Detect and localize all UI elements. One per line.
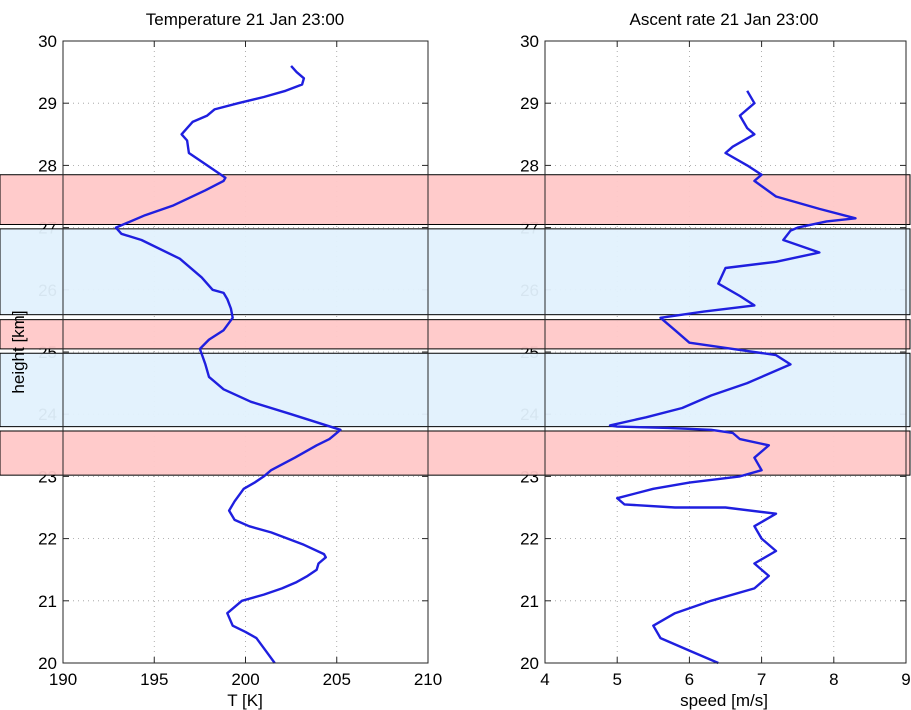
left-x-axis-label: T [K]	[227, 691, 263, 710]
stable-layer-band	[0, 319, 911, 350]
right-y-tick-label: 30	[520, 32, 539, 51]
right-x-tick-label: 9	[901, 670, 910, 689]
left-y-tick-label: 21	[38, 592, 57, 611]
left-y-axis-label: height [km]	[9, 310, 28, 393]
right-y-tick-label: 21	[520, 592, 539, 611]
stable-layer-band	[0, 430, 911, 476]
axes-frames	[62, 40, 907, 664]
left-chart-title: Temperature 21 Jan 23:00	[146, 10, 344, 29]
profiles	[114, 65, 857, 665]
right-series-line	[608, 90, 857, 665]
left-y-tick-label: 20	[38, 654, 57, 673]
stability-bands	[0, 174, 911, 476]
right-x-tick-label: 6	[685, 670, 694, 689]
stable-layer-band	[0, 174, 911, 225]
left-y-tick-label: 29	[38, 94, 57, 113]
right-y-tick-label: 29	[520, 94, 539, 113]
right-x-tick-label: 4	[540, 670, 549, 689]
left-y-tick-label: 30	[38, 32, 57, 51]
right-y-tick-label: 20	[520, 654, 539, 673]
left-series-line	[114, 65, 342, 664]
left-x-tick-label: 205	[323, 670, 351, 689]
right-x-tick-label: 8	[829, 670, 838, 689]
right-y-tick-label: 22	[520, 530, 539, 549]
right-x-tick-label: 5	[612, 670, 621, 689]
left-x-tick-label: 195	[140, 670, 168, 689]
right-plot-frame	[544, 40, 907, 664]
left-y-tick-label: 22	[38, 530, 57, 549]
left-y-tick-label: 28	[38, 156, 57, 175]
right-x-axis-label: speed [m/s]	[680, 691, 768, 710]
left-plot-frame	[62, 40, 429, 664]
left-x-tick-label: 190	[49, 670, 77, 689]
unstable-layer-band	[0, 228, 911, 316]
right-x-tick-label: 7	[757, 670, 766, 689]
left-x-tick-label: 210	[414, 670, 442, 689]
right-chart-title: Ascent rate 21 Jan 23:00	[629, 10, 818, 29]
unstable-layer-band	[0, 352, 911, 428]
left-x-tick-label: 200	[231, 670, 259, 689]
right-y-tick-label: 28	[520, 156, 539, 175]
axis-labels: Temperature 21 Jan 23:00 Ascent rate 21 …	[9, 10, 819, 710]
